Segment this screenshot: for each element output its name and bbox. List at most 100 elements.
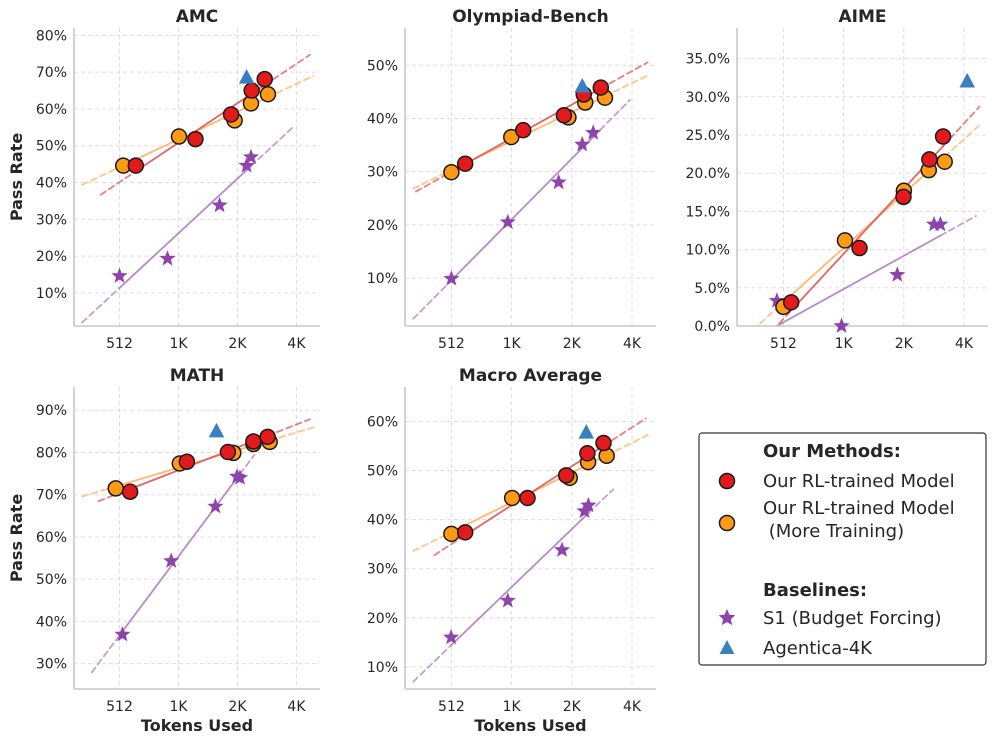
y-tick-label: 25.0% (686, 128, 730, 144)
legend-box (698, 432, 987, 666)
x-tick-label: 512 (438, 336, 465, 352)
x-tick-label: 2K (563, 336, 582, 352)
s1-point (553, 541, 571, 557)
y-tick-label: 20% (36, 249, 67, 265)
rl-fit-extension-left (775, 309, 793, 326)
x-tick-label: 512 (106, 699, 133, 715)
y-tick-label: 10% (367, 660, 398, 676)
chart-title: AIME (838, 7, 886, 27)
s1-fit-line (450, 512, 590, 647)
fit-lines (755, 105, 983, 326)
rl_more-fit-extension-right (268, 426, 315, 442)
s1-point (889, 266, 906, 282)
rl_more-fit-extension-right (267, 74, 315, 99)
x-tick-label: 4K (623, 699, 642, 715)
x-axis-label: Tokens Used (474, 716, 586, 735)
rl_more-point (443, 163, 460, 181)
s1-fit-extension-left (412, 644, 452, 683)
rl-point (921, 151, 938, 168)
x-tick-label: 512 (770, 336, 797, 352)
rl-point (256, 70, 273, 88)
s1-point (925, 215, 943, 232)
s1-fit-line (118, 165, 252, 289)
legend-rl-more-label-line1: Our RL-trained Model (763, 498, 955, 519)
chart-panel-3: 0.0% 5.0% 10.0% 15.0% 20.0% 25.0% 30.0% 35.0% 51… (686, 7, 988, 352)
x-tick-label: 2K (228, 699, 247, 715)
s1-point (211, 196, 228, 213)
rl-point (519, 489, 536, 507)
agentica-point (208, 422, 225, 438)
rl_more-fit-extension-right (943, 122, 983, 158)
rl-fit-line (134, 84, 266, 173)
rl-point (456, 524, 474, 541)
rl_more-fit-line (782, 155, 946, 304)
x-tick-label: 1K (169, 336, 188, 352)
rl_more-point (936, 153, 953, 170)
legend-agentica-marker (719, 640, 735, 654)
rl-fit-extension-right (263, 53, 311, 86)
rl_more-point (836, 232, 854, 249)
y-tick-label: 70% (36, 65, 67, 81)
s1-fit-extension-right (939, 215, 977, 237)
rl_more-point (503, 489, 521, 507)
y-tick-label: 50% (36, 572, 67, 588)
legend-rl-marker (718, 472, 736, 490)
x-tick-label: 1K (503, 336, 522, 352)
x-tick-label: 2K (563, 699, 582, 715)
s1-fit-line (450, 136, 595, 282)
rl-point (243, 82, 260, 99)
legend-agentica-label: Agentica-4K (763, 638, 873, 659)
s1-point (499, 213, 516, 230)
rl_more-fit-extension-left (81, 164, 125, 186)
x-tick-label: 512 (438, 699, 465, 715)
chart-panel-2: 10% 20% 30% 40% 50% 512 1K 2K 4K Olympiad-Bench (367, 7, 656, 352)
s1-point (443, 628, 460, 645)
charts-group: 10% 20% 30% 40% 50% 60% 70% 80% 512 1K 2K 4K AMC Pass… (7, 7, 988, 735)
rl_more-point (107, 480, 125, 497)
rl-point (178, 453, 196, 471)
y-axis-label: Pass Rate (7, 133, 26, 221)
y-tick-label: 30% (36, 657, 67, 673)
x-tick-label: 2K (895, 336, 914, 352)
rl_more-point (443, 525, 460, 543)
rl-point (514, 121, 532, 139)
legend-rl-more-label-line2: (More Training) (763, 521, 904, 542)
rl_more-point (259, 85, 277, 103)
rl-point (456, 155, 474, 172)
rl-fit-extension-right (266, 418, 311, 437)
rl-point (592, 79, 610, 96)
x-tick-label: 2K (228, 336, 247, 352)
y-tick-label: 50% (367, 58, 398, 74)
s1-fit-extension-left (412, 279, 453, 320)
rl_more-fit-extension-right (604, 73, 651, 98)
x-tick-label: 1K (503, 699, 522, 715)
s1-point (111, 267, 128, 283)
x-tick-label: 4K (287, 699, 306, 715)
rl-point (121, 483, 139, 500)
rl-point (934, 128, 952, 145)
s1-fit-extension-right (250, 124, 296, 167)
x-tick-label: 512 (106, 336, 133, 352)
rl-fit-extension-left (97, 488, 132, 503)
x-tick-label: 1K (169, 699, 188, 715)
s1-fit-extension-right (592, 98, 631, 138)
s1-fit-extension-left (90, 630, 124, 674)
y-tick-label: 15.0% (686, 204, 730, 220)
rl-fit-line (129, 434, 269, 490)
legend-group-baselines-title: Baselines: (763, 580, 867, 601)
legend-rl-more-marker (718, 514, 736, 532)
y-tick-label: 50% (36, 139, 67, 155)
y-tick-label: 80% (36, 445, 67, 461)
rl-point (219, 443, 237, 461)
rl_more-fit-extension-right (605, 433, 651, 457)
y-tick-label: 60% (367, 414, 398, 430)
y-tick-label: 40% (36, 614, 67, 630)
agentica-point (238, 69, 255, 84)
s1-point (768, 292, 785, 308)
y-tick-label: 20% (367, 218, 398, 234)
agentica-point (574, 78, 591, 93)
s1-point (163, 552, 180, 568)
rl-point (127, 157, 145, 174)
y-tick-label: 30.0% (686, 90, 730, 106)
chart-panel-4: 30% 40% 50% 60% 70% 80% 90% 512 1K 2K 4K MATH Pass R… (7, 366, 320, 735)
